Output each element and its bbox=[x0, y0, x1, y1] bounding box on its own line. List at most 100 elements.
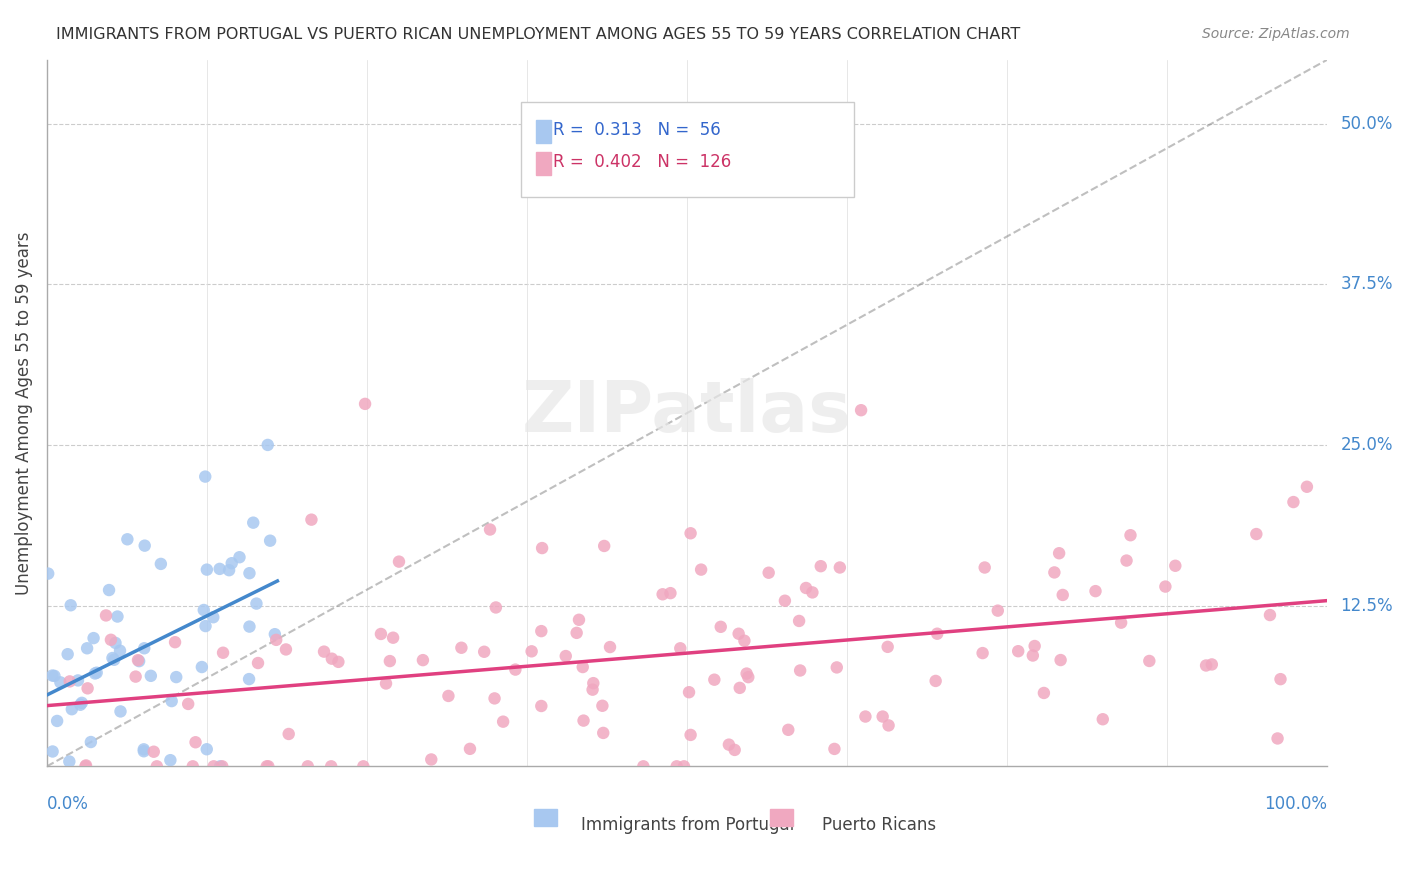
Point bbox=[375, 676, 398, 690]
Point bbox=[876, 640, 898, 654]
Point bbox=[132, 744, 155, 758]
Point bbox=[149, 557, 172, 571]
Point bbox=[828, 560, 851, 574]
Point bbox=[633, 759, 655, 773]
Point bbox=[69, 698, 91, 712]
Point bbox=[86, 665, 108, 680]
Point bbox=[591, 698, 613, 713]
Point bbox=[1043, 566, 1066, 580]
Point bbox=[565, 625, 588, 640]
Point bbox=[46, 714, 69, 728]
Point bbox=[458, 742, 481, 756]
Point bbox=[733, 633, 755, 648]
Point bbox=[297, 759, 319, 773]
Point bbox=[520, 644, 543, 658]
Point bbox=[58, 755, 80, 769]
Point bbox=[927, 626, 949, 640]
Point bbox=[1119, 528, 1142, 542]
Point bbox=[679, 526, 702, 541]
Point bbox=[530, 624, 553, 639]
FancyBboxPatch shape bbox=[533, 809, 557, 826]
Point bbox=[165, 670, 187, 684]
FancyBboxPatch shape bbox=[536, 120, 551, 143]
Point bbox=[378, 654, 401, 668]
Point bbox=[872, 709, 894, 723]
Point bbox=[94, 608, 117, 623]
Point bbox=[238, 619, 260, 633]
Point bbox=[228, 550, 250, 565]
Point bbox=[1258, 608, 1281, 623]
Text: R =  0.313   N =  56: R = 0.313 N = 56 bbox=[553, 121, 720, 139]
Point bbox=[202, 759, 225, 773]
Point bbox=[160, 694, 183, 708]
Point bbox=[66, 673, 89, 688]
Point bbox=[1267, 731, 1289, 746]
Text: Immigrants from Portugal: Immigrants from Portugal bbox=[581, 816, 794, 834]
Point bbox=[924, 673, 946, 688]
Text: R =  0.402   N =  126: R = 0.402 N = 126 bbox=[553, 153, 731, 171]
Text: 25.0%: 25.0% bbox=[1340, 436, 1393, 454]
Point bbox=[737, 670, 759, 684]
Point bbox=[328, 655, 350, 669]
Text: 0.0%: 0.0% bbox=[46, 795, 89, 813]
Text: ZIPatlas: ZIPatlas bbox=[522, 378, 852, 448]
Point bbox=[823, 742, 845, 756]
Point bbox=[593, 539, 616, 553]
Point bbox=[195, 563, 218, 577]
Point bbox=[849, 403, 872, 417]
Point bbox=[44, 669, 66, 683]
Point bbox=[1195, 658, 1218, 673]
Point bbox=[1022, 648, 1045, 663]
Point bbox=[450, 640, 472, 655]
Point bbox=[108, 643, 131, 657]
Point bbox=[277, 727, 299, 741]
Point bbox=[134, 539, 156, 553]
Point bbox=[37, 566, 59, 581]
Point bbox=[388, 555, 411, 569]
Point bbox=[132, 742, 155, 756]
Point bbox=[724, 743, 747, 757]
Point bbox=[263, 627, 285, 641]
Point bbox=[194, 469, 217, 483]
Point bbox=[581, 682, 603, 697]
Point bbox=[84, 666, 107, 681]
Point bbox=[1246, 527, 1268, 541]
Point bbox=[1024, 639, 1046, 653]
Point bbox=[83, 631, 105, 645]
Point bbox=[794, 581, 817, 595]
Point bbox=[758, 566, 780, 580]
Text: 100.0%: 100.0% bbox=[1264, 795, 1327, 813]
Point bbox=[98, 582, 121, 597]
Point bbox=[76, 641, 98, 656]
Point bbox=[669, 641, 692, 656]
Point bbox=[1270, 672, 1292, 686]
Point bbox=[412, 653, 434, 667]
Point bbox=[1201, 657, 1223, 672]
Point bbox=[672, 759, 695, 773]
Point bbox=[485, 600, 508, 615]
Point bbox=[257, 759, 280, 773]
Point bbox=[274, 642, 297, 657]
Point bbox=[530, 698, 553, 713]
Point bbox=[354, 397, 377, 411]
Point bbox=[101, 651, 124, 665]
Point bbox=[437, 689, 460, 703]
Point bbox=[1047, 546, 1070, 560]
Point bbox=[382, 631, 405, 645]
Point bbox=[531, 541, 554, 555]
Point bbox=[75, 758, 97, 772]
Point bbox=[76, 681, 98, 696]
Y-axis label: Unemployment Among Ages 55 to 59 years: Unemployment Among Ages 55 to 59 years bbox=[15, 231, 32, 595]
Point bbox=[301, 513, 323, 527]
Point bbox=[825, 660, 848, 674]
Point bbox=[1091, 712, 1114, 726]
Point bbox=[202, 610, 225, 624]
Point bbox=[259, 533, 281, 548]
Point bbox=[810, 559, 832, 574]
Point bbox=[209, 759, 232, 773]
Point bbox=[321, 759, 343, 773]
Point bbox=[1109, 615, 1132, 630]
Point bbox=[256, 759, 278, 773]
Point bbox=[165, 635, 187, 649]
Point bbox=[717, 738, 740, 752]
